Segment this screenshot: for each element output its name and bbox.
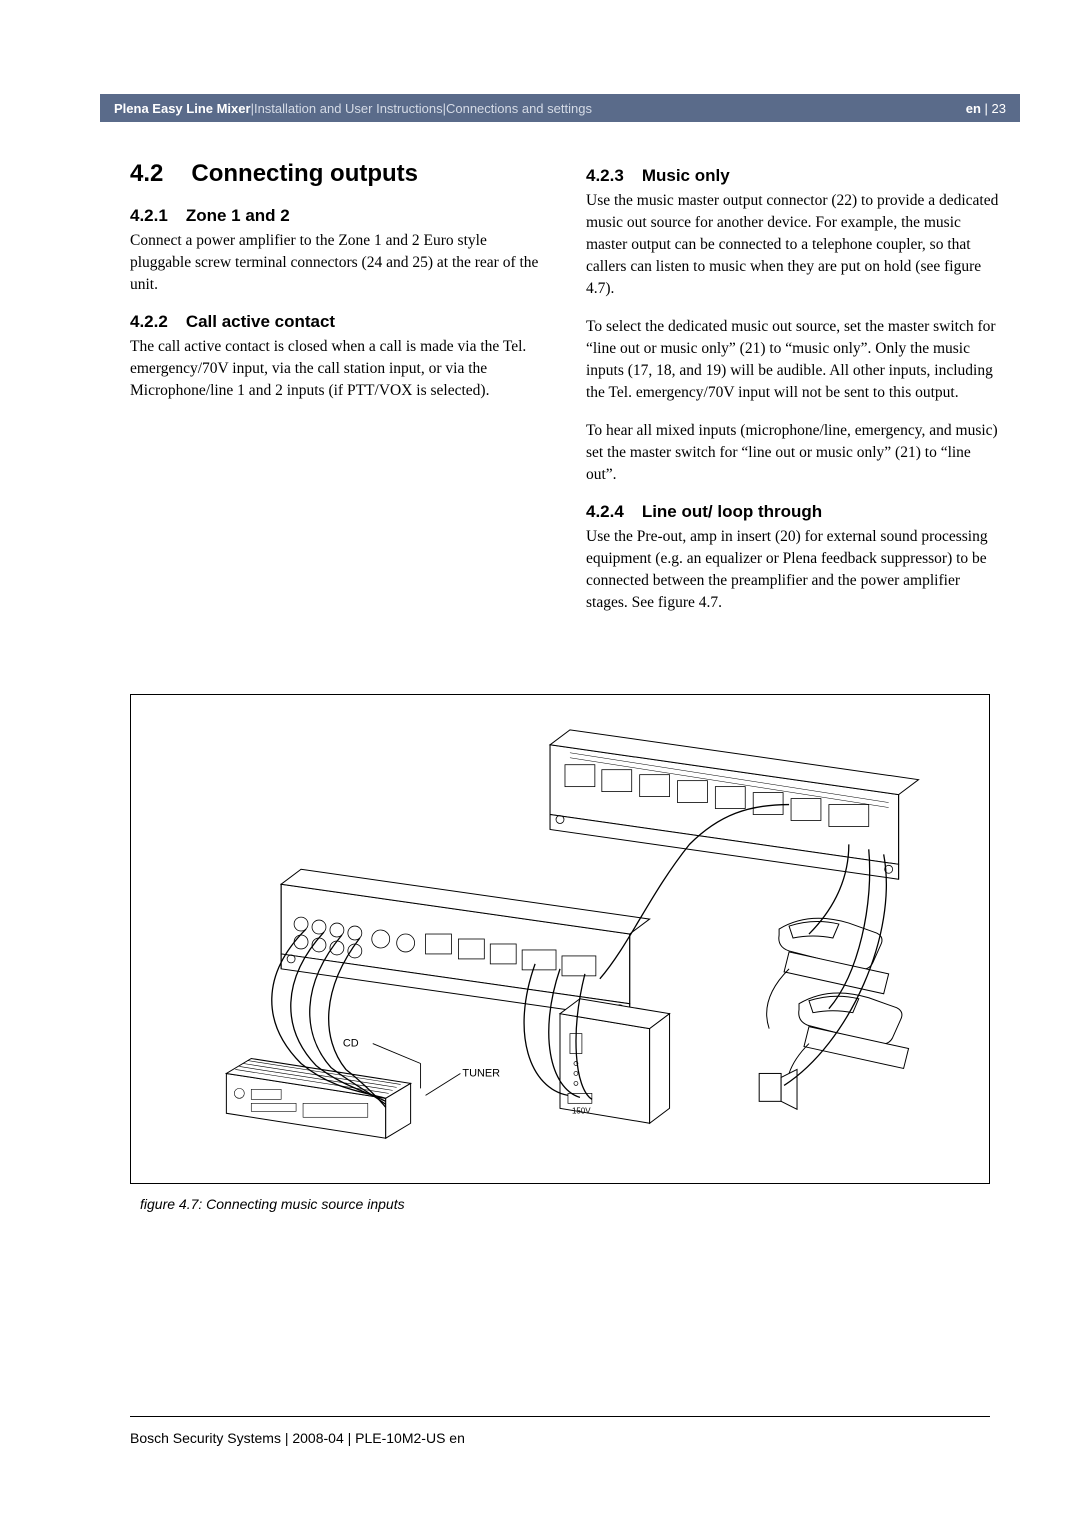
sub3-p2: To select the dedicated music out source… [586,316,1000,404]
figure-4-7: 150V [130,694,990,1184]
footer-rule [130,1416,990,1417]
footer-text: Bosch Security Systems | 2008-04 | PLE-1… [130,1430,465,1446]
sub2-num: 4.2.2 [130,312,168,331]
header-page-info: en | 23 [966,101,1006,116]
sub1-heading: 4.2.1 Zone 1 and 2 [130,206,544,226]
section-num: 4.2 [130,160,163,187]
sub1-body: Connect a power amplifier to the Zone 1 … [130,230,544,296]
page-header: Plena Easy Line Mixer | Installation and… [100,94,1020,122]
connection-diagram-svg: 150V [131,695,989,1183]
sub4-body: Use the Pre-out, amp in insert (20) for … [586,526,1000,614]
right-column: 4.2.3 Music only Use the music master out… [586,160,1000,630]
sub3-num: 4.2.3 [586,166,624,185]
sub1-title: Zone 1 and 2 [186,206,290,225]
header-lang: en [966,101,981,116]
amp-150v-label: 150V [572,1106,591,1115]
header-pagesep: | [985,101,992,116]
left-column: 4.2Connecting outputs 4.2.1Zone 1 and 2 … [130,160,544,630]
sub3-heading: 4.2.3 Music only [586,166,1000,186]
content-columns: 4.2Connecting outputs 4.2.1Zone 1 and 2 … [130,160,1000,630]
header-subtitle1: Installation and User Instructions [254,101,443,116]
sub3-title: Music only [642,166,730,185]
sub4-num: 4.2.4 [586,502,624,521]
sub4-title: Line out/ loop through [642,502,822,521]
sub1-num: 4.2.1 [130,206,168,225]
header-subtitle2: Connections and settings [446,101,592,116]
sub2-heading: 4.2.2 Call active contact [130,312,544,332]
cd-label: CD [343,1038,359,1050]
section-title: Connecting outputs [191,160,418,187]
sub3-p3: To hear all mixed inputs (microphone/lin… [586,420,1000,486]
section-heading: 4.2 Connecting outputs [130,160,544,188]
header-pagenum: 23 [992,101,1006,116]
tuner-label: TUNER [462,1067,500,1079]
header-product: Plena Easy Line Mixer [114,101,251,116]
figure-caption: figure 4.7: Connecting music source inpu… [140,1196,405,1212]
sub2-body: The call active contact is closed when a… [130,336,544,402]
sub4-heading: 4.2.4 Line out/ loop through [586,502,1000,522]
sub2-title: Call active contact [186,312,335,331]
sub3-p1: Use the music master output connector (2… [586,190,1000,300]
